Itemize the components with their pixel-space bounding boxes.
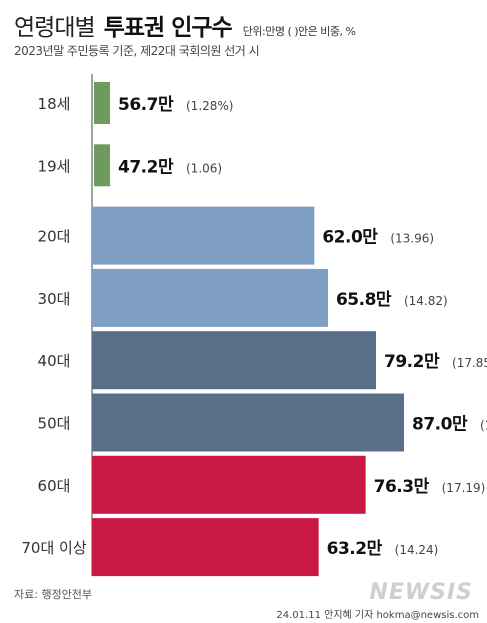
- value-label: 56.7만: [118, 95, 174, 115]
- share-label: (13.96): [390, 232, 434, 246]
- category-label: 60대: [38, 477, 71, 495]
- bar: [92, 393, 404, 452]
- share-label: (14.82): [404, 294, 448, 308]
- newsis-logo: NEWSIS: [369, 580, 473, 605]
- chart-subtitle: 2023년말 주민등록 기준, 제22대 국회의원 선거 시: [14, 44, 260, 58]
- category-label: 18세: [38, 95, 71, 113]
- value-label: 65.8만: [336, 290, 392, 310]
- bar: [94, 144, 110, 187]
- value-label: 87.0만: [412, 415, 468, 435]
- share-label: (14.24): [395, 543, 439, 557]
- share-label: (1.28%): [186, 99, 233, 113]
- value-label: 47.2만: [118, 157, 174, 177]
- credit-line: 24.01.11 안지혜 기자 hokma@newsis.com: [276, 610, 479, 621]
- bar: [92, 331, 377, 390]
- value-label: 62.0만: [322, 228, 378, 248]
- category-label: 30대: [38, 290, 71, 308]
- category-label: 70대 이상: [21, 539, 86, 557]
- category-label: 20대: [38, 228, 71, 246]
- share-label: (17.19): [442, 481, 486, 495]
- value-label: 76.3만: [374, 477, 430, 497]
- title-bold: 투표권 인구수: [103, 15, 233, 41]
- bar: [94, 82, 110, 124]
- value-label: 63.2만: [327, 539, 383, 559]
- source-note: 자료: 행정안전부: [14, 588, 93, 601]
- bar: [92, 206, 315, 265]
- category-label: 19세: [38, 157, 71, 175]
- share-label: (19.59): [480, 419, 487, 433]
- category-label: 40대: [38, 352, 71, 370]
- share-label: (1.06): [186, 161, 222, 175]
- value-label: 79.2만: [384, 352, 440, 372]
- chart-title: 연령대별 투표권 인구수 단위:만명 ( )안은 비중, %: [14, 8, 356, 42]
- category-label: 50대: [38, 415, 71, 433]
- bar: [92, 268, 328, 327]
- share-label: (17.85): [452, 356, 487, 370]
- bar: [92, 455, 366, 514]
- bar: [92, 518, 319, 577]
- title-main: 연령대별: [14, 15, 96, 41]
- unit-note: 단위:만명 ( )안은 비중, %: [242, 25, 356, 38]
